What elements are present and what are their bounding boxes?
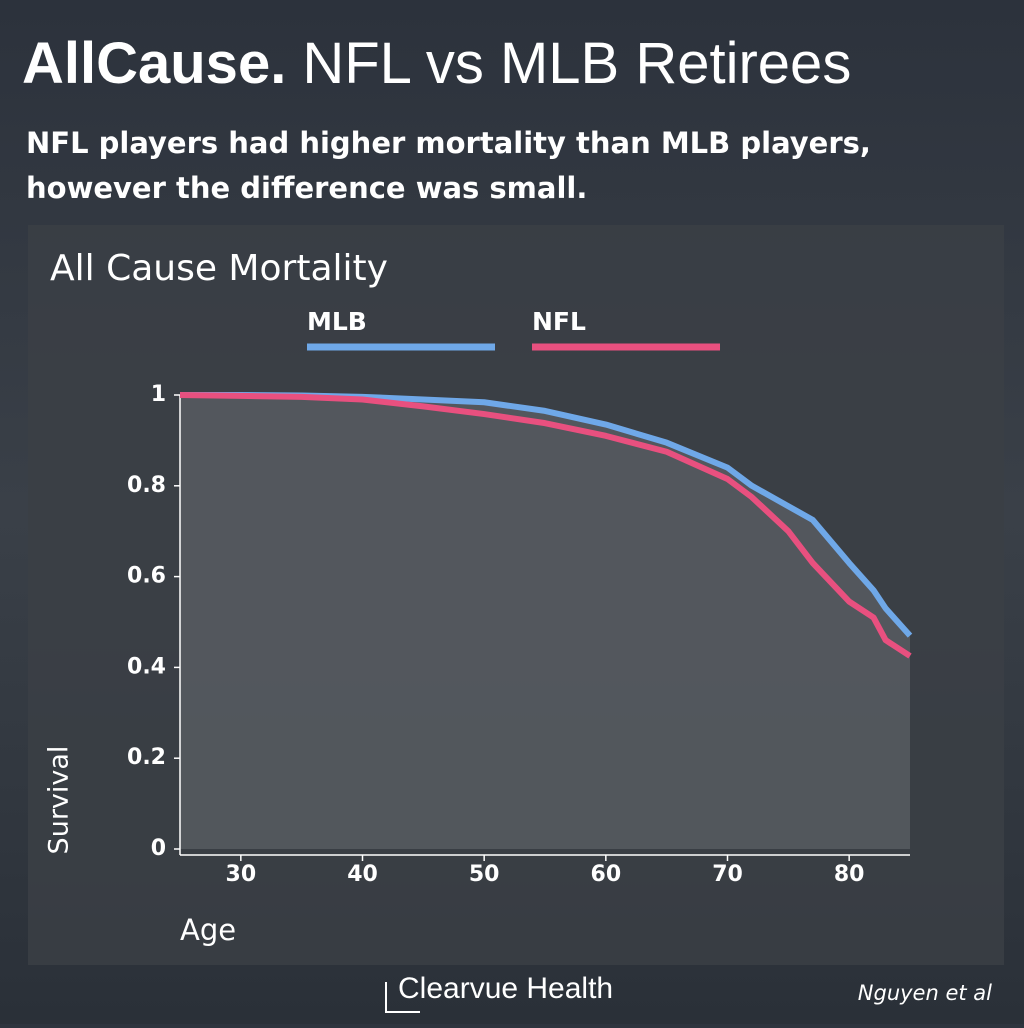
x-tick-label: 50 [469,862,500,887]
x-tick-label: 70 [712,862,743,887]
chart-title: All Cause Mortality [50,248,388,289]
y-axis-label: Survival [44,746,75,855]
title: AllCause. NFL vs MLB Retirees [22,31,851,96]
legend-label: NFL [532,307,586,336]
area [180,395,910,849]
subtitle: NFL players had higher mortality than ML… [26,126,871,160]
line [179,392,912,659]
source: Nguyen et al [858,981,992,1005]
y-tick-label: 1 [151,382,166,407]
plot: 0 0.2 0.4 0.6 0.8 1 30 40 50 60 70 80 MLB NFL [127,307,913,887]
x-tick-label: 40 [347,862,378,887]
x-axis-label: Age [180,913,236,947]
title-rest: NFL vs MLB Retirees [302,31,851,96]
brand-logo [385,982,420,1013]
x-tick-label: 30 [226,862,257,887]
x-tick-label: 80 [834,862,865,887]
y-tick-label: 0.4 [127,654,166,679]
y-tick-label: 0.2 [127,745,166,770]
x-tick-label: 60 [591,862,622,887]
legend-label: MLB [307,307,367,336]
y-tick-label: 0.8 [127,473,166,498]
y-tick-label: 0.6 [127,564,166,589]
subtitle: however the difference was small. [26,171,587,205]
title-lead: AllCause. [22,31,286,96]
brand: Clearvue Health [398,972,613,1005]
y-tick-label: 0 [151,836,166,861]
